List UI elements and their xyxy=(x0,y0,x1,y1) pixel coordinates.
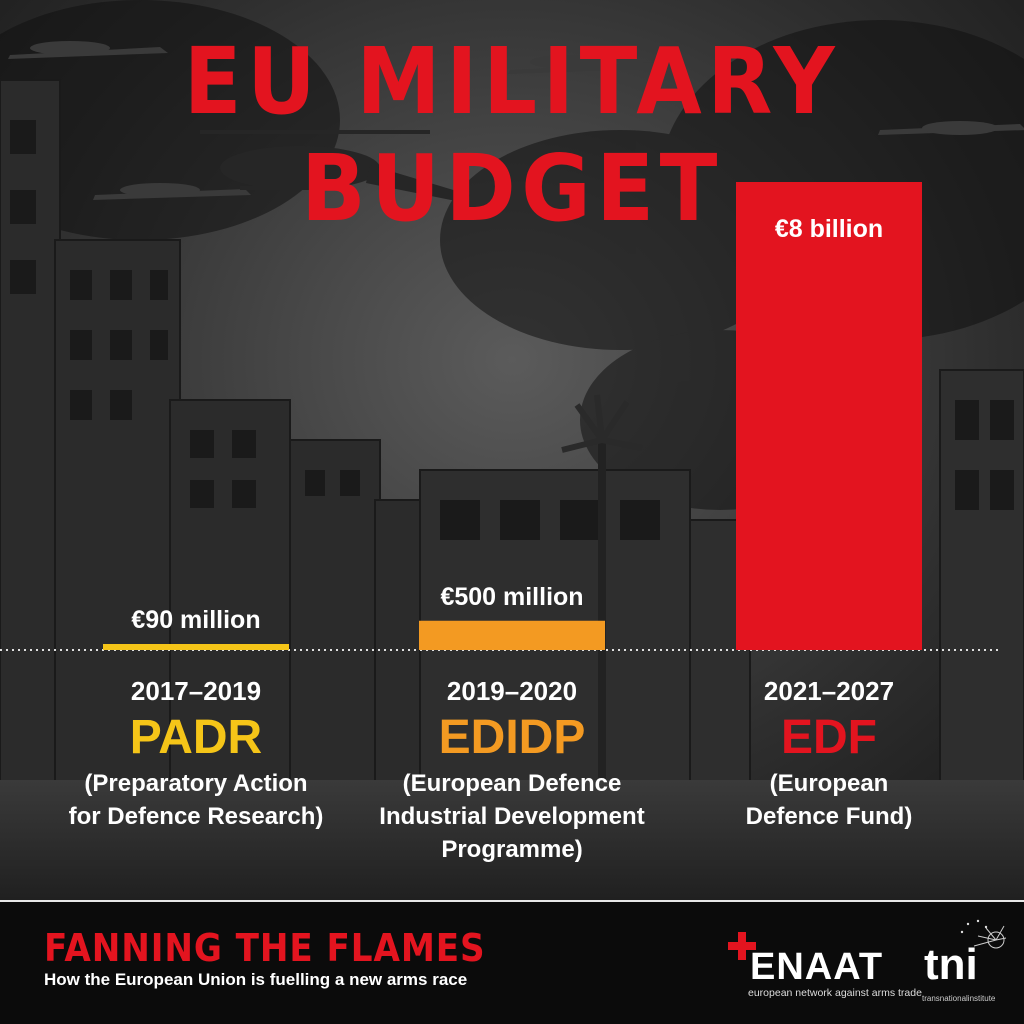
background-war-scene xyxy=(0,0,1024,900)
bar-padr xyxy=(103,644,289,650)
period-label: 2017–2019 xyxy=(130,676,262,706)
footer-title: FANNING THE FLAMES xyxy=(44,926,486,970)
drone-icon xyxy=(8,41,1024,200)
tni-dandelion-icon xyxy=(960,919,1007,949)
enaat-tagline: european network against arms trade xyxy=(748,987,922,999)
period-label: 2019–2020 xyxy=(446,676,578,706)
enaat-name: ENAAT xyxy=(750,946,884,988)
footer-subtitle: How the European Union is fuelling a new… xyxy=(44,970,468,989)
acronym-label: PADR xyxy=(129,711,263,764)
budget-bar-chart: €90 million €500 million €8 billion xyxy=(0,182,1000,651)
bar-edidp xyxy=(419,620,605,650)
palm-tree xyxy=(561,394,643,780)
enaat-logo: ENAAT european network against arms trad… xyxy=(728,932,922,1002)
category-padr: 2017–2019 PADR (Preparatory Action for D… xyxy=(36,676,356,833)
acronym-label: EDF xyxy=(781,711,877,764)
fullname-label: (Preparatory Action for Defence Research… xyxy=(68,770,324,830)
bar-edf xyxy=(736,182,922,650)
value-label-edf: €8 billion xyxy=(775,215,883,243)
category-edf: 2021–2027 EDF (European Defence Fund) xyxy=(669,676,989,833)
tni-logo: tni transnationalinstitute xyxy=(918,918,1008,1008)
fullname-label: (European Defence Fund) xyxy=(745,770,913,830)
building-windows-left xyxy=(10,120,360,508)
helicopter-icon xyxy=(200,130,470,203)
category-edidp: 2019–2020 EDIDP (European Defence Indust… xyxy=(352,676,672,866)
value-label-padr: €90 million xyxy=(131,606,260,634)
period-label: 2021–2027 xyxy=(763,676,895,706)
footer: FANNING THE FLAMES How the European Unio… xyxy=(0,900,1024,1024)
value-label-edidp: €500 million xyxy=(440,583,583,611)
acronym-label: EDIDP xyxy=(438,711,586,764)
tni-name: tni xyxy=(924,940,978,989)
enaat-cross-icon xyxy=(728,932,756,960)
fullname-label: (European Defence Industrial Development… xyxy=(379,770,645,863)
building-windows-right xyxy=(440,400,1014,540)
page-title: EU MILITARY BUDGET xyxy=(183,28,841,242)
tni-tagline: transnationalinstitute xyxy=(922,994,996,1003)
